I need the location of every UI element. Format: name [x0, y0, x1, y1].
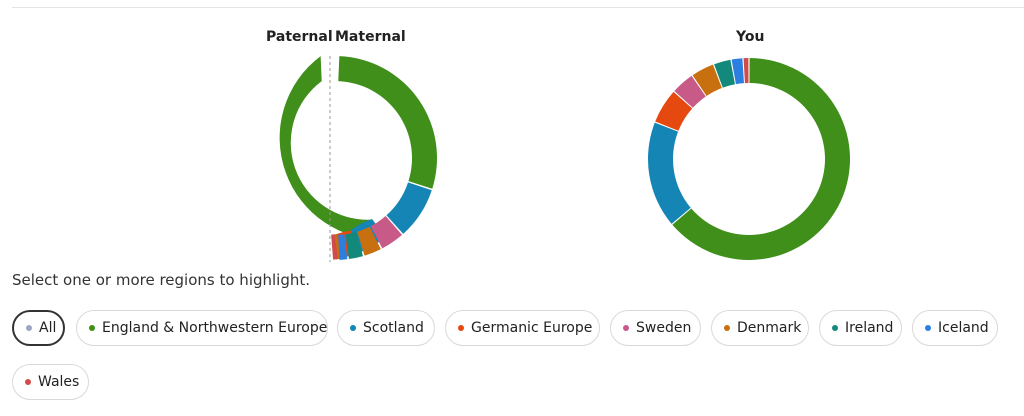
- region-chip-label: Denmark: [737, 320, 802, 336]
- region-color-dot: [458, 325, 464, 331]
- maternal-slice-sweden[interactable]: [370, 216, 402, 249]
- region-chip-wales[interactable]: Wales: [12, 364, 89, 400]
- maternal-slice-ireland[interactable]: [345, 232, 363, 260]
- maternal-slice-denmark[interactable]: [357, 226, 381, 256]
- region-chip-ireland[interactable]: Ireland: [819, 310, 902, 346]
- you-slice-iceland[interactable]: [731, 58, 744, 85]
- paternal-slice-england-and-northwestern-europe[interactable]: [279, 56, 387, 240]
- you-slice-ireland[interactable]: [714, 59, 735, 88]
- region-color-dot: [623, 325, 629, 331]
- region-chip-iceland[interactable]: Iceland: [912, 310, 998, 346]
- maternal-label: Maternal: [335, 29, 406, 45]
- top-divider: [12, 7, 1024, 8]
- you-label: You: [736, 29, 765, 45]
- region-chip-label: Scotland: [363, 320, 424, 336]
- you-donut-chart: [648, 58, 851, 261]
- region-color-dot: [25, 379, 31, 385]
- you-slice-germanic-europe[interactable]: [655, 91, 693, 131]
- you-slice-sweden[interactable]: [674, 75, 706, 108]
- region-chip-label: Iceland: [938, 320, 989, 336]
- region-select-instruction: Select one or more regions to highlight.: [12, 271, 311, 289]
- region-color-dot: [925, 325, 931, 331]
- region-chip-label: Wales: [38, 374, 80, 390]
- you-slice-denmark[interactable]: [692, 64, 722, 96]
- parents-donut-chart: [279, 56, 437, 262]
- region-color-dot: [89, 325, 95, 331]
- region-chip-label: All: [39, 320, 57, 336]
- region-color-dot: [26, 325, 32, 331]
- maternal-slice-scotland[interactable]: [386, 182, 432, 234]
- region-chip-label: Ireland: [845, 320, 894, 336]
- region-chip-denmark[interactable]: Denmark: [711, 310, 809, 346]
- paternal-slice-wales[interactable]: [331, 234, 338, 260]
- region-chip-sweden[interactable]: Sweden: [610, 310, 701, 346]
- maternal-slice-england-and-northwestern-europe[interactable]: [338, 56, 437, 189]
- region-color-dot: [724, 325, 730, 331]
- you-slice-scotland[interactable]: [648, 122, 691, 224]
- region-chip-all[interactable]: All: [12, 310, 65, 346]
- region-color-dot: [350, 325, 356, 331]
- region-color-dot: [832, 325, 838, 331]
- region-chip-label: Germanic Europe: [471, 320, 593, 336]
- paternal-label: Paternal: [266, 29, 333, 45]
- region-chip-germanic-europe[interactable]: Germanic Europe: [445, 310, 600, 346]
- region-chip-label: Sweden: [636, 320, 692, 336]
- you-slice-england-and-northwestern-europe[interactable]: [672, 58, 851, 261]
- region-chip-england-and-northwestern-europe[interactable]: England & Northwestern Europe: [76, 310, 328, 346]
- region-chip-scotland[interactable]: Scotland: [337, 310, 435, 346]
- region-chip-label: England & Northwestern Europe: [102, 320, 328, 336]
- maternal-slice-iceland[interactable]: [338, 234, 348, 260]
- you-slice-wales[interactable]: [743, 58, 749, 84]
